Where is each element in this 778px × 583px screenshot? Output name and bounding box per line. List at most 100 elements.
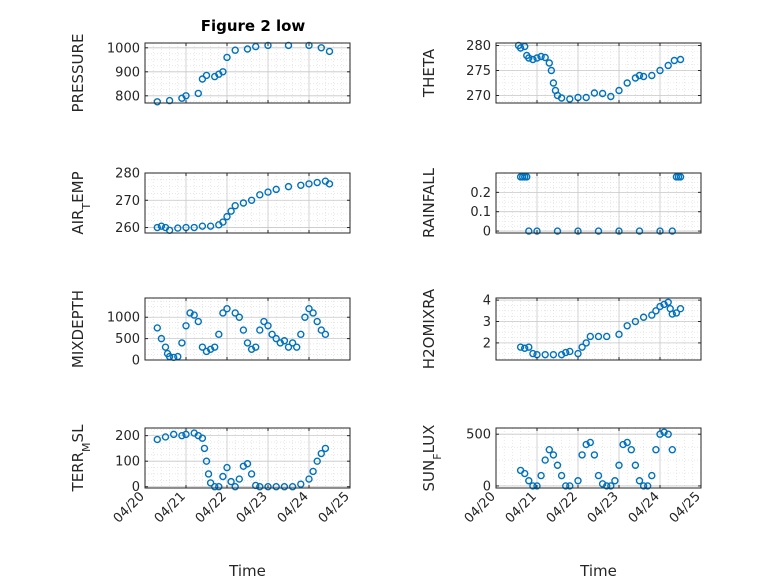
data-point [305,304,313,313]
data-point [603,482,611,490]
data-point [301,313,309,321]
y-axis-label: TERRMSL [69,424,93,493]
data-point [553,227,562,235]
data-point [182,322,190,330]
y-tick-label: 500 [115,332,140,347]
data-point [533,54,541,62]
data-point [557,94,566,102]
data-point [198,434,207,442]
data-point [194,89,203,98]
data-point [516,44,525,52]
y-axis-label: H2OMIXRA [420,288,438,369]
data-point [227,477,235,486]
data-point [529,55,537,64]
subplot-rainfall: 0 0.1 0.2 RAINFALL [420,167,702,240]
y-tick-label: 0 [132,354,140,369]
data-point [206,479,215,487]
data-point [529,349,537,358]
data-point [578,451,586,459]
y-tick-label: 4 [483,294,491,309]
data-point [664,298,672,306]
y-axis-label: THETA [420,48,438,98]
data-point [523,173,531,181]
data-point [206,222,215,230]
y-axis-label: SUNFLUX [420,425,444,492]
data-point [235,475,244,483]
data-point [590,89,599,97]
data-point [598,89,607,98]
data-point [639,313,648,321]
data-point [533,482,541,490]
data-point [549,79,558,87]
data-point [676,173,685,181]
y-axis-label: AIRTEMP [69,171,93,234]
data-point [284,182,293,191]
data-point [639,482,648,490]
data-point [219,68,227,76]
data-point [676,55,685,64]
data-point [590,451,599,459]
data-point [219,472,227,481]
data-point [656,66,664,75]
data-point [153,435,162,444]
data-point [194,317,203,326]
y-tick-label: 270 [466,89,491,104]
data-point [627,446,635,454]
data-point [317,326,325,334]
data-point [545,446,553,454]
x-axis-label: Time [228,562,266,580]
data-point [182,92,190,100]
y-tick-label: 0.2 [470,186,491,201]
data-point [574,477,582,485]
data-point [198,222,207,230]
data-point [623,79,631,87]
data-point [594,227,603,235]
data-point [165,96,174,105]
data-point [264,188,272,196]
data-point [521,469,529,478]
data-point [223,53,231,62]
y-axis-label: MIXDEPTH [69,290,87,368]
data-point [190,311,198,319]
data-point [272,334,280,343]
data-point [664,61,672,70]
data-point [525,343,533,351]
data-point [280,337,289,345]
y-tick-label: 1000 [107,311,140,326]
data-point [210,483,219,491]
data-point [594,332,603,341]
data-point [313,178,321,187]
data-point [190,223,198,232]
data-point [198,343,207,351]
data-point [231,483,239,491]
y-tick-label: 200 [115,429,140,444]
data-point [288,483,297,491]
data-point [305,180,313,188]
data-point [607,482,615,490]
subplot-pressure: 800 900 1000 PRESSURE [69,34,351,112]
data-point [603,332,611,341]
y-tick-label: 280 [466,39,491,54]
data-point [648,311,656,319]
data-point [529,482,537,490]
data-point [153,324,162,332]
data-point [321,330,330,339]
data-point [586,332,594,341]
data-point [260,317,268,326]
data-point [566,347,574,356]
data-point [210,343,219,351]
data-point [182,430,190,439]
axes-box [144,427,351,489]
data-point [153,223,162,232]
data-point [157,222,166,230]
data-point [198,75,207,83]
data-point [635,227,644,235]
axes-box [144,172,351,234]
data-point [648,71,656,80]
data-point [574,227,582,235]
data-point [227,207,235,215]
y-tick-label: 3 [483,315,491,330]
data-point [562,348,570,357]
data-point [611,477,619,485]
